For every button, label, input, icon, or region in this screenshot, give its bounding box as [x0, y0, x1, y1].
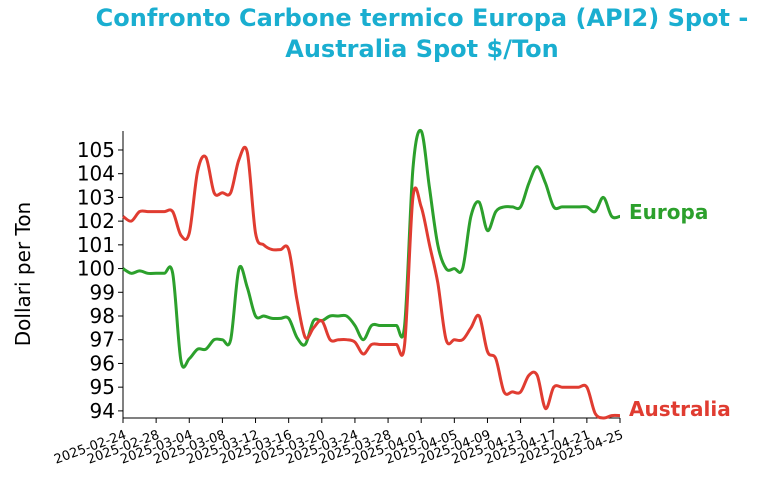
axes [122, 131, 620, 419]
x-ticks: 2025-02-242025-02-282025-03-042025-03-08… [52, 418, 625, 468]
series-line-europa [122, 128, 621, 369]
chart-title-line-1: Confronto Carbone termico Europa (API2) … [96, 4, 749, 32]
y-tick-label: 102 [77, 209, 115, 233]
y-tick-label: 103 [77, 185, 115, 209]
series-lines [122, 128, 621, 420]
series-label-europa: Europa [629, 200, 708, 224]
series-line-australia [122, 145, 621, 420]
y-tick-label: 98 [90, 304, 115, 328]
y-tick-label: 94 [90, 399, 115, 423]
y-tick-label: 105 [77, 138, 115, 162]
y-tick-label: 104 [77, 162, 115, 186]
y-tick-label: 97 [90, 328, 115, 352]
y-tick-label: 95 [90, 375, 115, 399]
chart-title-line-2: Australia Spot $/Ton [285, 35, 558, 63]
y-tick-label: 101 [77, 233, 115, 257]
y-tick-label: 96 [90, 351, 115, 375]
series-labels: Europa Australia [629, 200, 731, 421]
y-axis-label: Dollari per Ton [11, 202, 35, 346]
y-tick-label: 99 [90, 280, 115, 304]
y-tick-label: 100 [77, 257, 115, 281]
series-label-australia: Australia [629, 397, 731, 421]
